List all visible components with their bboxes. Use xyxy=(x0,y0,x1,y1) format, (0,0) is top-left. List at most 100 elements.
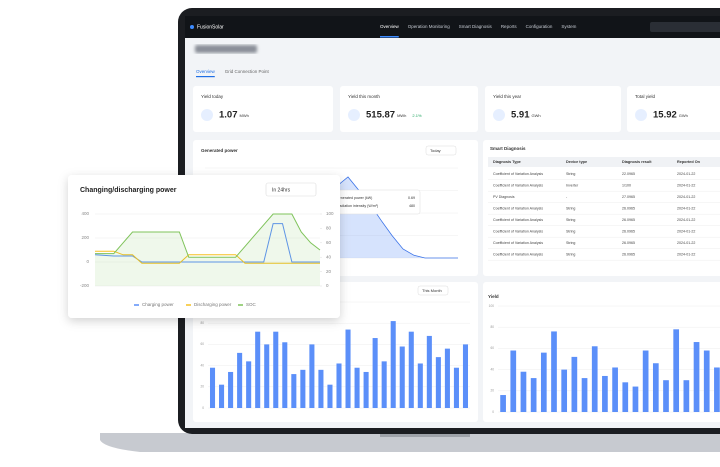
period-select[interactable] xyxy=(417,285,449,296)
kpi-label: Yield today xyxy=(201,94,224,99)
table-cell: String xyxy=(566,229,575,233)
bar xyxy=(372,338,378,408)
table-header xyxy=(488,157,720,167)
nav-item[interactable]: Configuration xyxy=(526,24,553,29)
column-header: Device type xyxy=(566,160,587,164)
table-cell: String xyxy=(566,252,575,256)
bar xyxy=(642,350,649,412)
table-cell: Coefficient of Variation Analysis xyxy=(493,218,543,222)
table-cell: 2024-01-22 xyxy=(677,183,695,187)
laptop-notch xyxy=(380,433,470,437)
table-cell: 2024-01-22 xyxy=(677,195,695,199)
bar xyxy=(399,346,405,408)
table-cell: - xyxy=(566,195,568,199)
kpi-label: Yield this month xyxy=(348,94,380,99)
y2-tick-label: 60 xyxy=(326,240,332,245)
table-cell: PV Diagnosis xyxy=(493,195,515,199)
bar xyxy=(663,380,669,412)
nav-item[interactable]: System xyxy=(561,24,576,29)
bar xyxy=(571,356,578,412)
bar xyxy=(273,331,279,408)
bar xyxy=(602,375,608,412)
nav-item[interactable]: Smart Diagnosis xyxy=(459,24,493,29)
y-tick-label: 0 xyxy=(202,406,204,410)
y-tick-label: 40 xyxy=(200,363,204,367)
table-cell: String xyxy=(566,206,575,210)
series-line xyxy=(95,250,320,264)
bar xyxy=(381,361,387,408)
bar xyxy=(453,367,459,408)
period: Today xyxy=(430,148,441,153)
bar xyxy=(246,361,252,408)
y2-tick-label: 80 xyxy=(326,226,332,231)
table-cell: 26.0965 xyxy=(622,218,635,222)
bar xyxy=(435,357,441,408)
bar xyxy=(209,367,216,408)
period: This Month xyxy=(422,288,442,293)
y-tick-label: 80 xyxy=(490,325,494,329)
series-line xyxy=(94,223,320,263)
table-cell: 26.0965 xyxy=(622,206,635,210)
table-cell: 27.0965 xyxy=(622,195,635,199)
bar xyxy=(581,378,588,412)
series-line xyxy=(95,213,321,258)
kpi-change: 2.1% xyxy=(412,113,422,118)
bar xyxy=(255,331,261,408)
bar xyxy=(703,350,710,412)
kpi-icon xyxy=(201,109,213,121)
bar xyxy=(561,369,568,412)
legend-item[interactable]: SOC xyxy=(246,302,257,307)
table-cell: 2024-01-22 xyxy=(677,206,695,210)
period: In 24hrs xyxy=(272,187,291,193)
y-tick-label: -200 xyxy=(80,283,90,288)
table-cell: Coefficient of Variation Analysis xyxy=(493,172,543,176)
bar xyxy=(444,348,450,408)
kpi-unit: MWh xyxy=(397,113,406,118)
card-title: Changing/discharging power xyxy=(80,187,177,194)
column-header: Reported On xyxy=(677,160,701,164)
table-cell: Coefficient of Variation Analysis xyxy=(493,206,543,210)
kpi-value: 15.92 xyxy=(653,110,677,121)
tab[interactable]: Grid Connection Point xyxy=(225,69,270,74)
nav-item[interactable]: Overview xyxy=(380,24,400,29)
table-cell: Coefficient of Variation Analysis xyxy=(493,183,543,187)
tooltip-label: Irradiation intensity (W/m²) xyxy=(336,204,378,208)
tab[interactable]: Overview xyxy=(196,69,216,74)
period-select[interactable] xyxy=(265,182,317,197)
search-box[interactable] xyxy=(650,22,720,32)
kpi-card xyxy=(193,86,333,132)
bar xyxy=(282,342,288,408)
nav-bar xyxy=(185,16,720,38)
bar xyxy=(300,369,306,408)
table-cell: Coefficient of Variation Analysis xyxy=(493,241,543,245)
kpi-value: 5.91 xyxy=(511,110,530,121)
bar xyxy=(612,367,618,412)
period-select[interactable] xyxy=(425,145,457,156)
tooltip-value: 0.69 xyxy=(408,196,415,200)
storage-card: Changing/discharging power In 24hrs -200 0 2… xyxy=(68,175,340,318)
bar xyxy=(500,395,506,412)
bar xyxy=(510,350,517,412)
legend-item[interactable]: Discharging power xyxy=(194,302,232,307)
table-cell: 2024-01-22 xyxy=(677,172,695,176)
bar xyxy=(264,344,270,408)
table-cell: String xyxy=(566,241,575,245)
bar xyxy=(318,369,324,408)
bar xyxy=(228,371,234,408)
nav-item[interactable]: Reports xyxy=(501,24,518,29)
y-tick-label: 80 xyxy=(200,321,204,325)
bar xyxy=(520,371,527,412)
column-header: Diagnosis result xyxy=(622,160,652,164)
card-title: Generated power xyxy=(201,148,238,153)
table-cell: 2024-01-22 xyxy=(677,241,695,245)
kpi-icon xyxy=(348,109,360,121)
card-title: Yield xyxy=(488,294,499,299)
tooltip xyxy=(329,189,421,215)
y-tick-label: 200 xyxy=(81,235,89,240)
legend-item[interactable]: Charging power xyxy=(142,302,174,307)
column-header: Diagnosis Type xyxy=(493,160,521,164)
bar xyxy=(673,329,680,412)
bar xyxy=(551,331,557,412)
nav-item[interactable]: Operation Monitoring xyxy=(408,24,451,29)
